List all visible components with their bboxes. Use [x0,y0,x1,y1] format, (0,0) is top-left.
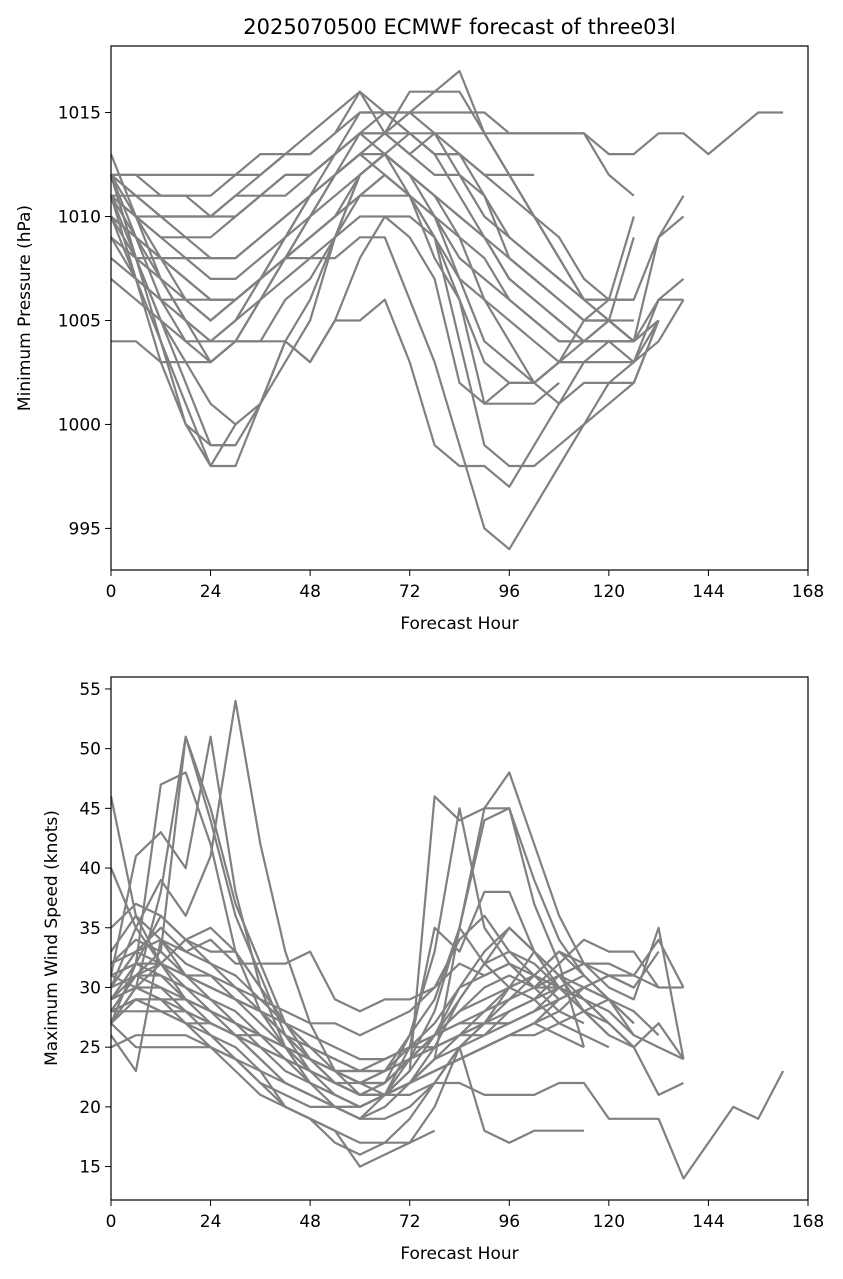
wind-series-line-24 [110,986,584,1168]
pressure-x-tick-label: 0 [106,582,117,602]
wind-y-tick-label: 15 [79,1158,101,1178]
wind-axes-frame [110,676,809,1201]
pressure-axes-frame [110,45,809,571]
pressure-x-axis-label: Forecast Hour [400,614,518,634]
pressure-y-tick-label: 1015 [58,104,101,124]
pressure-x-tick-label: 120 [593,582,625,602]
wind-series-line-19 [110,735,585,1108]
pressure-y-tick-label: 1005 [58,311,101,331]
pressure-x-tick-label: 48 [299,582,321,602]
wind-ticks-group: 0 24 48 72 96 120 144 168 15 20 25 30 35 40 45 50 55 [79,680,824,1232]
pressure-y-axis-label: Minimum Pressure (hPa) [15,205,35,411]
wind-series-line-27 [110,926,610,1108]
pressure-series-line-20 [111,298,660,488]
pressure-series-line-17 [109,195,236,447]
pressure-x-tick-label: 144 [692,582,724,602]
pressure-y-tick-label: 995 [69,519,101,539]
pressure-series-line-6 [110,153,634,343]
pressure-series-line-0 [111,111,784,176]
wind-x-tick-label: 168 [792,1212,824,1232]
pressure-series-line-11 [110,111,635,343]
pressure-series-line-19 [110,173,660,468]
wind-y-tick-label: 55 [79,680,101,700]
wind-series-line-1 [110,926,684,1013]
pressure-x-tick-label: 96 [498,582,520,602]
wind-series-line-11 [110,914,635,1085]
pressure-series-line-1 [111,90,635,197]
pressure-ticks-group: 0 24 48 72 96 120 144 168 995 1000 1005 1010 1015 [58,104,824,602]
pressure-series-line-12 [109,132,585,405]
wind-x-tick-label: 96 [498,1212,520,1232]
wind-y-tick-label: 25 [79,1038,101,1058]
pressure-series-line-8 [110,194,660,343]
wind-x-tick-label: 48 [299,1212,321,1232]
pressure-series-line-24 [110,132,635,343]
wind-y-tick-label: 45 [79,799,101,819]
pressure-series-line-13 [110,153,660,384]
pressure-y-tick-label: 1000 [58,415,101,435]
wind-x-tick-label: 144 [692,1212,724,1232]
wind-x-tick-label: 0 [106,1212,117,1232]
wind-x-tick-label: 120 [593,1212,625,1232]
pressure-chart-title: 2025070500 ECMWF forecast of three03l [243,15,675,39]
wind-series-line-16 [109,796,560,1037]
wind-series-line-20 [109,735,610,1120]
pressure-x-tick-label: 168 [792,582,824,602]
wind-series-line-22 [109,795,586,1096]
wind-series-line-0 [110,998,785,1180]
pressure-series-line-21 [110,236,660,551]
pressure-series-line-16 [109,174,237,468]
wind-x-axis-label: Forecast Hour [400,1244,518,1264]
wind-series-group [109,699,785,1180]
wind-series-line-26 [110,926,585,1108]
wind-series-line-15 [110,926,585,1073]
wind-chart: 0 24 48 72 96 120 144 168 15 20 25 30 35 40 45 50 55 For… [42,676,824,1264]
wind-series-line-29 [110,974,635,1120]
wind-y-axis-label: Maximum Wind Speed (knots) [42,810,62,1066]
pressure-x-tick-label: 24 [200,582,222,602]
wind-y-tick-label: 35 [79,919,101,939]
pressure-chart: 2025070500 ECMWF forecast of three03l 0 2… [15,15,824,634]
pressure-series-line-10 [109,132,635,322]
pressure-series-line-23 [110,90,634,322]
wind-y-tick-label: 30 [79,978,101,998]
wind-series-line-28 [111,998,635,1096]
pressure-series-group [109,69,784,551]
pressure-x-tick-label: 72 [399,582,421,602]
pressure-y-tick-label: 1010 [58,208,101,228]
pressure-series-line-3 [110,111,634,301]
wind-x-tick-label: 72 [399,1212,421,1232]
wind-y-tick-label: 50 [79,740,101,760]
wind-x-tick-label: 24 [200,1212,222,1232]
wind-series-line-7 [110,938,660,1085]
wind-y-tick-label: 40 [79,859,101,879]
pressure-series-line-18 [109,215,684,468]
wind-y-tick-label: 20 [79,1098,101,1118]
